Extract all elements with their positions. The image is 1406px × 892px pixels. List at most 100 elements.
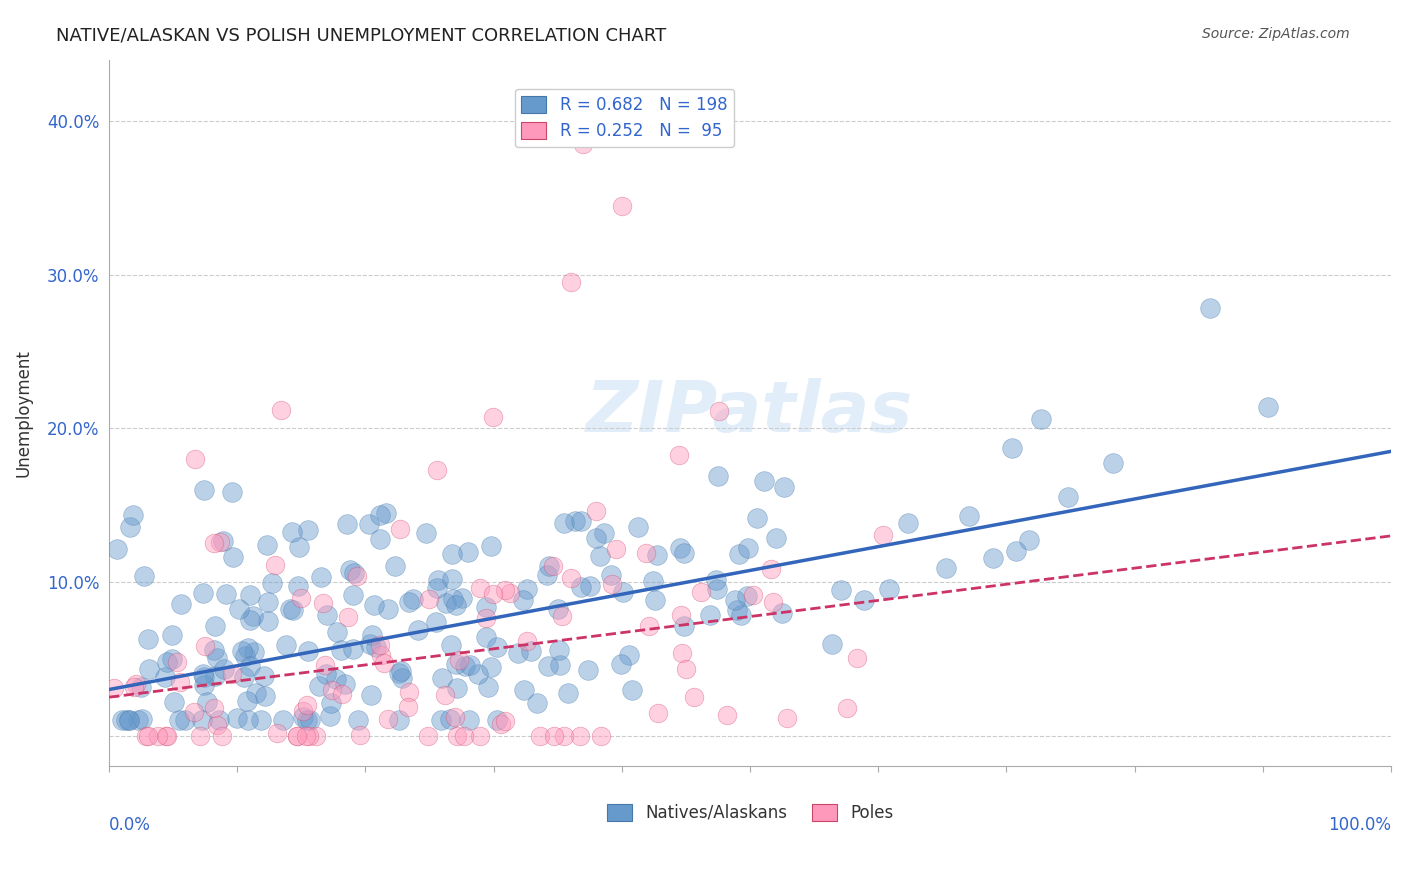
Point: [295, 698, 318, 712]
Point: [579, 578, 602, 592]
Point: [138, 662, 160, 676]
Point: [440, 547, 463, 561]
Point: [1057, 491, 1080, 505]
Point: [342, 566, 364, 580]
Point: [765, 531, 787, 545]
Text: 100.0%: 100.0%: [1329, 816, 1391, 834]
Y-axis label: Unemployment: Unemployment: [15, 349, 32, 477]
Point: [208, 713, 231, 727]
Point: [260, 576, 283, 591]
Point: [458, 657, 481, 672]
Point: [441, 592, 464, 607]
Point: [538, 558, 561, 573]
Point: [309, 570, 332, 584]
Point: [193, 678, 215, 692]
Point: [453, 729, 475, 743]
Point: [375, 506, 398, 520]
Point: [339, 563, 361, 577]
Point: [212, 662, 235, 676]
Point: [236, 641, 259, 656]
Point: [118, 713, 141, 727]
Point: [434, 596, 457, 610]
Point: [830, 582, 852, 597]
Point: [132, 569, 155, 583]
Point: [599, 568, 621, 582]
Point: [568, 729, 591, 743]
Point: [183, 705, 205, 719]
Point: [215, 587, 238, 601]
Point: [295, 713, 318, 727]
Point: [1199, 301, 1222, 315]
Point: [127, 713, 149, 727]
Point: [396, 699, 419, 714]
Point: [529, 729, 551, 743]
Point: [444, 599, 467, 613]
Point: [384, 559, 406, 574]
Point: [173, 713, 195, 727]
Point: [391, 671, 413, 685]
Point: [553, 729, 575, 743]
Point: [593, 525, 616, 540]
Point: [773, 480, 796, 494]
Point: [451, 591, 474, 605]
Point: [170, 597, 193, 611]
Point: [105, 542, 128, 557]
Point: [689, 585, 711, 599]
Point: [446, 729, 468, 743]
Point: [617, 648, 640, 662]
Point: [368, 638, 391, 652]
Point: [543, 729, 565, 743]
Point: [118, 713, 141, 727]
Point: [311, 596, 333, 610]
Point: [446, 681, 468, 696]
Point: [770, 606, 793, 620]
Point: [266, 725, 288, 739]
Point: [1257, 400, 1279, 414]
Point: [406, 623, 429, 637]
Point: [759, 562, 782, 576]
Point: [297, 523, 319, 537]
Point: [330, 687, 353, 701]
Point: [347, 713, 370, 727]
Point: [222, 550, 245, 565]
Point: [548, 658, 571, 673]
Point: [1005, 544, 1028, 558]
Point: [683, 690, 706, 704]
Point: [326, 624, 349, 639]
Point: [735, 589, 758, 603]
Point: [634, 547, 657, 561]
Point: [202, 536, 225, 550]
Point: [589, 549, 612, 563]
Point: [169, 675, 191, 690]
Point: [610, 198, 633, 212]
Point: [474, 611, 496, 625]
Point: [257, 615, 280, 629]
Point: [704, 573, 727, 587]
Point: [252, 668, 274, 682]
Text: ZIPatlas: ZIPatlas: [586, 378, 914, 448]
Point: [204, 643, 226, 657]
Point: [752, 474, 775, 488]
Point: [872, 528, 894, 542]
Point: [193, 670, 215, 684]
Point: [897, 516, 920, 531]
Point: [853, 592, 876, 607]
Point: [877, 582, 900, 596]
Point: [499, 585, 522, 599]
Point: [111, 713, 134, 727]
Text: NATIVE/ALASKAN VS POLISH UNEMPLOYMENT CORRELATION CHART: NATIVE/ALASKAN VS POLISH UNEMPLOYMENT CO…: [56, 27, 666, 45]
Point: [443, 710, 465, 724]
Point: [730, 608, 752, 623]
Point: [155, 729, 177, 743]
Point: [207, 718, 229, 732]
Point: [550, 609, 572, 624]
Point: [194, 640, 217, 654]
Point: [122, 508, 145, 523]
Point: [388, 666, 411, 681]
Point: [120, 519, 142, 533]
Point: [373, 656, 395, 670]
Point: [125, 677, 148, 691]
Point: [728, 547, 751, 561]
Point: [439, 713, 461, 727]
Point: [156, 656, 179, 670]
